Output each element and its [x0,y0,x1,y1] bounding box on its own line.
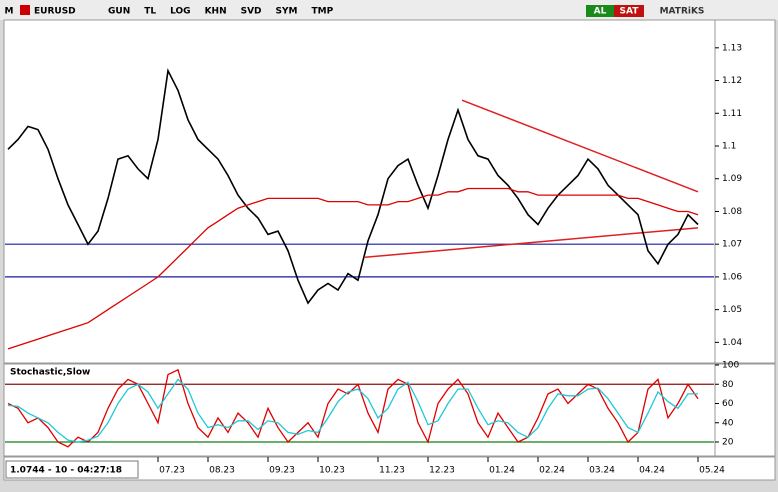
y-tick-label: 20 [722,438,734,448]
y-tick-label: 40 [722,418,734,428]
price-plot [3,19,716,364]
x-tick-label: 03.24 [589,466,615,476]
x-tick-label: 09.23 [269,466,295,476]
toolbar-button[interactable]: TL [144,7,156,17]
y-tick-label: 1.04 [722,338,742,348]
x-tick-label: 08.23 [209,466,235,476]
x-tick-label: 07.23 [159,466,185,476]
y-tick-label: 1.1 [722,142,736,152]
flag [20,5,30,15]
y-tick-label: 1.06 [722,272,742,282]
x-tick-label: 12.23 [429,466,455,476]
x-tick-label: 02.24 [539,466,565,476]
toolbar-button[interactable]: LOG [170,7,190,17]
toolbar [0,0,778,20]
y-tick-label: 1.09 [722,174,742,184]
series-line [7,368,699,448]
toolbar-button[interactable]: SYM [276,7,298,17]
y-tick-label: 1.08 [722,207,742,217]
x-tick-label: 10.23 [319,466,345,476]
x-tick-label: 04.24 [639,466,665,476]
stoch-plot [3,363,716,457]
toolbar-button[interactable]: GUN [108,7,130,17]
status: 1.0744 - 10 - 04:27:18 [10,466,122,476]
y-tick-label: 1.11 [722,109,742,119]
x-tick-label: 05.24 [699,466,725,476]
toolbar-button[interactable]: SVD [241,7,262,17]
series-line [7,68,699,305]
y-tick-label: 1.13 [722,43,742,53]
price-axis [714,19,776,364]
logo: M [5,7,14,17]
toolbar-button[interactable]: KHN [205,7,227,17]
x-tick-label: 11.23 [379,466,405,476]
y-tick-label: 1.07 [722,240,742,250]
y-tick-label: 1.05 [722,305,742,315]
x-tick-label: 01.24 [489,466,515,476]
y-tick-label: 60 [722,399,734,409]
buy-button[interactable] [586,5,614,17]
trend-line [461,99,699,193]
toolbar-button[interactable]: TMP [312,7,334,17]
series-line [7,378,698,443]
sell-button[interactable] [614,5,644,17]
series-line [7,187,699,350]
y-tick-label: 80 [722,380,734,390]
buy-label[interactable]: AL [594,7,607,17]
status-box [5,460,139,479]
panel-title: Stochastic,Slow [10,368,90,378]
brand: MATRiKS [660,7,705,17]
stoch-axis [714,363,776,457]
symbol[interactable]: EURUSD [34,7,76,17]
y-tick-label: 100 [722,361,739,371]
sell-label[interactable]: SAT [620,7,640,17]
y-tick-label: 1.12 [722,76,742,86]
time-axis [3,456,776,481]
